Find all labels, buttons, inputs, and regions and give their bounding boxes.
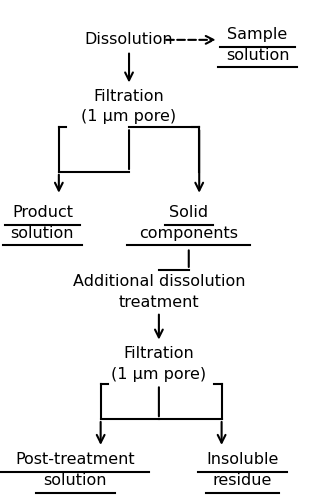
Text: Filtration: Filtration	[94, 88, 165, 104]
Text: (1 μm pore): (1 μm pore)	[81, 110, 177, 124]
Text: Sample: Sample	[227, 27, 288, 42]
Text: residue: residue	[213, 473, 272, 488]
Text: Filtration: Filtration	[123, 346, 194, 361]
Text: treatment: treatment	[118, 295, 199, 310]
Text: solution: solution	[11, 226, 74, 240]
Text: components: components	[139, 226, 238, 240]
Text: solution: solution	[44, 473, 107, 488]
Text: Product: Product	[12, 205, 73, 220]
Text: Solid: Solid	[169, 205, 208, 220]
Text: Insoluble: Insoluble	[206, 452, 279, 467]
Text: Dissolution: Dissolution	[85, 32, 173, 48]
Text: Post-treatment: Post-treatment	[16, 452, 135, 467]
Text: (1 μm pore): (1 μm pore)	[111, 366, 207, 382]
Text: solution: solution	[226, 48, 289, 62]
Text: Additional dissolution: Additional dissolution	[73, 274, 245, 289]
